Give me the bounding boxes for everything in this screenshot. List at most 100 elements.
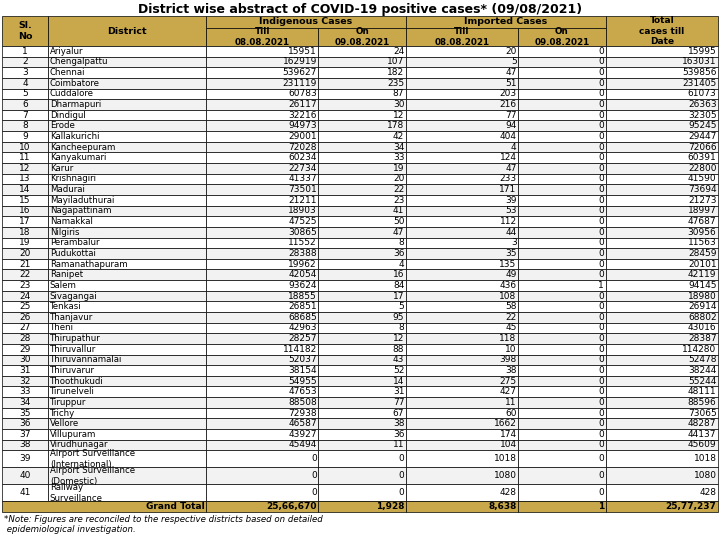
Text: 26117: 26117: [288, 100, 317, 109]
Text: Thiruvallur: Thiruvallur: [50, 345, 96, 354]
Bar: [48, 322, 206, 333]
Bar: [606, 440, 718, 450]
Text: Thiruvarur: Thiruvarur: [50, 366, 95, 375]
Bar: [518, 376, 606, 387]
Bar: [2, 301, 48, 312]
Bar: [606, 484, 718, 501]
Bar: [406, 248, 518, 259]
Bar: [406, 291, 518, 301]
Bar: [318, 238, 406, 248]
Bar: [48, 440, 206, 450]
Text: Namakkal: Namakkal: [50, 217, 93, 226]
Bar: [318, 227, 406, 238]
Text: Vellore: Vellore: [50, 419, 79, 428]
Bar: [48, 184, 206, 195]
Bar: [318, 78, 406, 89]
Bar: [406, 355, 518, 365]
Text: 47: 47: [393, 228, 405, 237]
Text: 73501: 73501: [288, 185, 317, 194]
Bar: [406, 484, 518, 501]
Text: 10: 10: [505, 345, 517, 354]
Text: 53: 53: [505, 206, 517, 215]
Bar: [406, 501, 518, 512]
Text: 11563: 11563: [688, 238, 716, 247]
Text: Theni: Theni: [50, 323, 73, 333]
Bar: [2, 312, 48, 322]
Bar: [206, 365, 318, 376]
Text: Dindigul: Dindigul: [50, 111, 86, 120]
Text: 404: 404: [500, 132, 517, 141]
Text: 32305: 32305: [688, 111, 716, 120]
Text: 8: 8: [399, 238, 405, 247]
Bar: [48, 365, 206, 376]
Bar: [406, 450, 518, 467]
Text: 0: 0: [598, 79, 604, 87]
Text: 34: 34: [393, 143, 405, 152]
Text: 0: 0: [399, 471, 405, 480]
Bar: [318, 450, 406, 467]
Text: 104: 104: [500, 441, 517, 449]
Text: 8: 8: [399, 323, 405, 333]
Text: 0: 0: [598, 249, 604, 258]
Bar: [606, 57, 718, 68]
Bar: [318, 28, 406, 46]
Bar: [206, 397, 318, 408]
Bar: [518, 174, 606, 184]
Text: 41337: 41337: [288, 174, 317, 184]
Bar: [606, 355, 718, 365]
Text: 15: 15: [19, 196, 31, 205]
Text: Trichy: Trichy: [50, 409, 75, 417]
Text: 29001: 29001: [288, 132, 317, 141]
Text: 124: 124: [500, 153, 517, 162]
Bar: [48, 152, 206, 163]
Bar: [606, 163, 718, 174]
Text: 0: 0: [598, 270, 604, 279]
Text: Till
08.08.2021: Till 08.08.2021: [434, 28, 490, 46]
Bar: [406, 131, 518, 142]
Text: 22: 22: [393, 185, 405, 194]
Bar: [606, 248, 718, 259]
Text: 0: 0: [598, 441, 604, 449]
Bar: [606, 269, 718, 280]
Text: 30: 30: [393, 100, 405, 109]
Bar: [518, 440, 606, 450]
Text: 47525: 47525: [289, 217, 317, 226]
Text: 25,66,670: 25,66,670: [266, 502, 317, 511]
Bar: [2, 78, 48, 89]
Text: 203: 203: [500, 90, 517, 98]
Text: 25,77,237: 25,77,237: [665, 502, 716, 511]
Bar: [406, 365, 518, 376]
Bar: [518, 365, 606, 376]
Bar: [606, 280, 718, 291]
Bar: [318, 387, 406, 397]
Text: 30865: 30865: [288, 228, 317, 237]
Bar: [606, 397, 718, 408]
Bar: [2, 120, 48, 131]
Text: 0: 0: [399, 454, 405, 463]
Bar: [206, 46, 318, 57]
Bar: [318, 365, 406, 376]
Bar: [206, 450, 318, 467]
Bar: [206, 152, 318, 163]
Text: 0: 0: [598, 419, 604, 428]
Text: 0: 0: [598, 323, 604, 333]
Text: Dharmapuri: Dharmapuri: [50, 100, 101, 109]
Text: 95: 95: [393, 313, 405, 322]
Bar: [206, 344, 318, 355]
Text: 34: 34: [19, 398, 30, 407]
Text: 0: 0: [311, 471, 317, 480]
Text: Ariyalur: Ariyalur: [50, 47, 84, 56]
Text: 93624: 93624: [289, 281, 317, 290]
Text: Imported Cases: Imported Cases: [464, 17, 547, 26]
Bar: [206, 184, 318, 195]
Bar: [606, 333, 718, 344]
Text: 178: 178: [387, 122, 405, 130]
Bar: [48, 110, 206, 120]
Bar: [406, 344, 518, 355]
Text: Erode: Erode: [50, 122, 75, 130]
Text: Coimbatore: Coimbatore: [50, 79, 100, 87]
Text: 24: 24: [19, 292, 30, 301]
Bar: [48, 355, 206, 365]
Bar: [318, 57, 406, 68]
Bar: [206, 259, 318, 269]
